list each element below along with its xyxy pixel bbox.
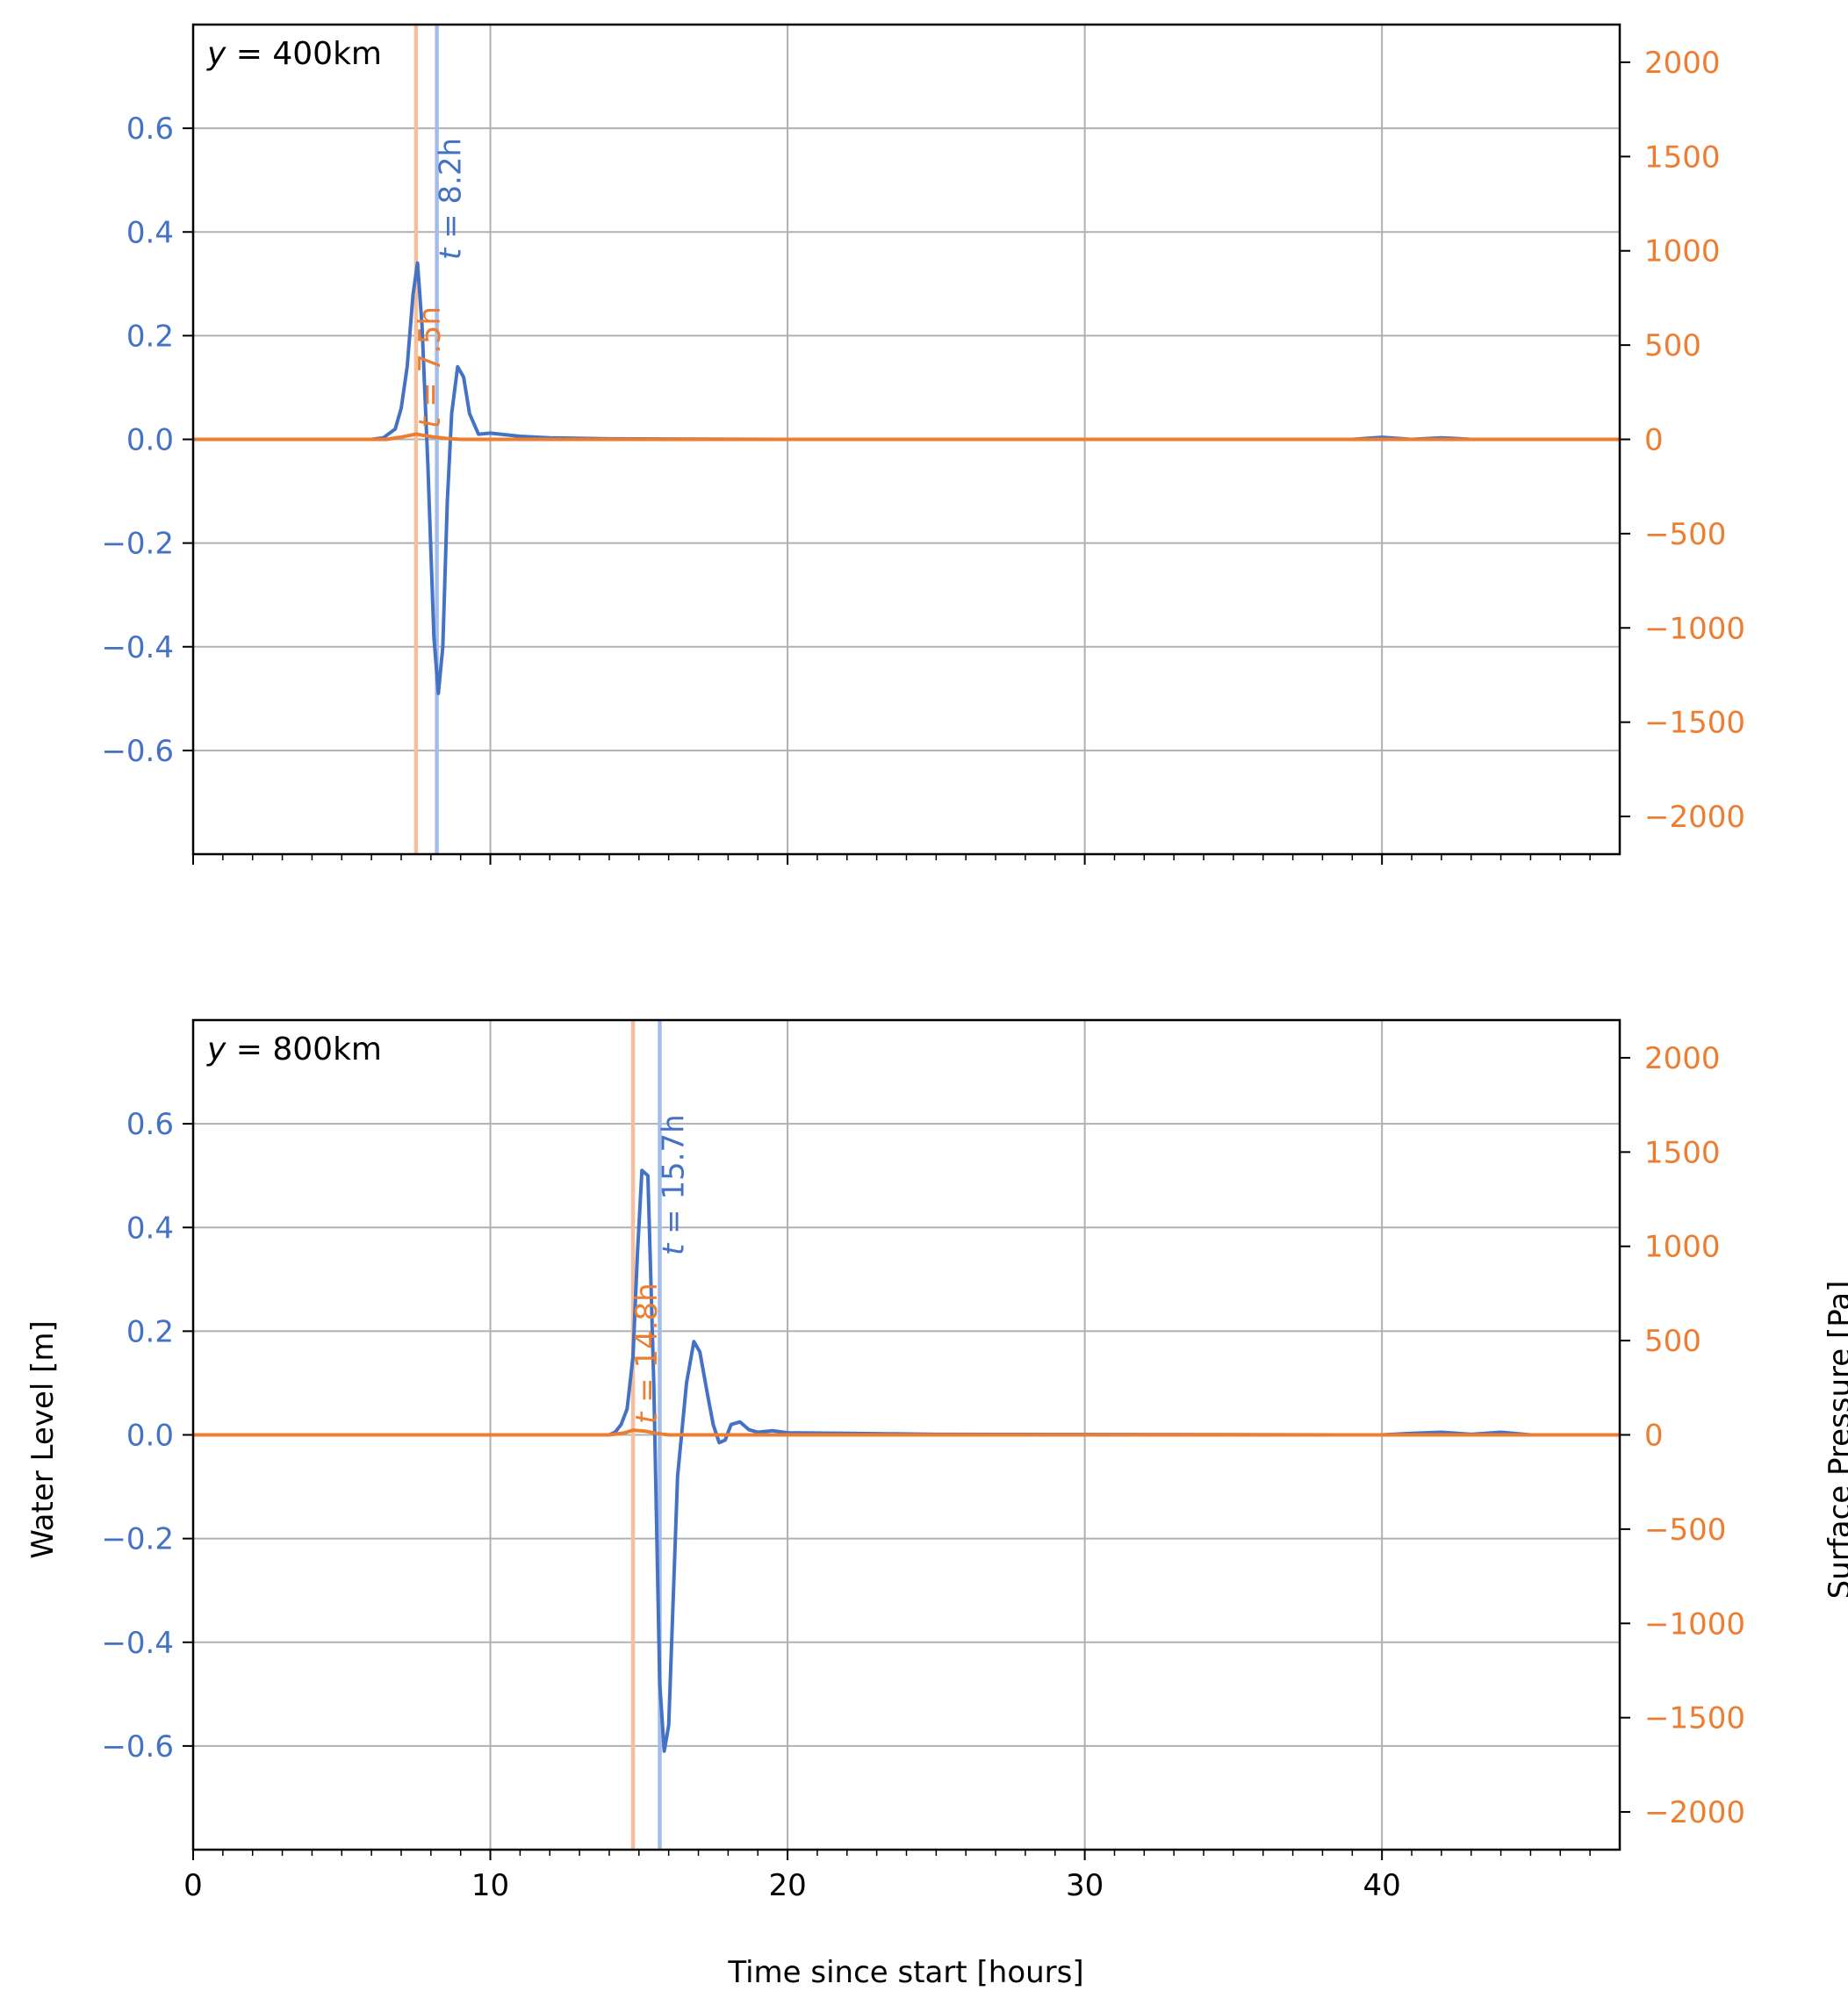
y-left-tick-label: −0.6 <box>101 1729 174 1765</box>
x-tick-label: 20 <box>768 1868 806 1903</box>
y-right-tick-label: 1000 <box>1644 1230 1721 1265</box>
y-right-tick-label: 500 <box>1644 1324 1701 1359</box>
water-vline-label: t = 8.2h <box>434 138 469 260</box>
water-level-line <box>193 1168 1620 1753</box>
x-tick-label: 40 <box>1363 1868 1401 1903</box>
x-tick-label: 0 <box>183 1868 203 1903</box>
y-left-tick-label: 0.0 <box>126 423 174 458</box>
surface-pressure-line <box>193 432 1620 442</box>
water-level-line <box>193 261 1620 695</box>
y-axis-label-right: Surface Pressure [Pa] <box>1823 1281 1848 1599</box>
pressure-vline-label: t = 7.5h <box>413 306 448 428</box>
y-right-tick-label: −2000 <box>1644 1795 1745 1830</box>
pressure-vline-label: t = 14.8h <box>629 1283 665 1424</box>
y-right-tick-label: −500 <box>1644 1513 1726 1548</box>
y-right-tick-label: 0 <box>1644 423 1664 458</box>
y-right-tick-label: −1500 <box>1644 706 1745 741</box>
y-right-tick-label: −2000 <box>1644 800 1745 835</box>
y-right-tick-label: 1500 <box>1644 140 1721 175</box>
y-left-tick-label: 0.6 <box>126 111 174 147</box>
panel-label: y = 400km <box>206 36 382 72</box>
y-left-tick-label: −0.4 <box>101 1626 174 1661</box>
x-tick-label: 10 <box>471 1868 509 1903</box>
y-left-tick-label: −0.2 <box>101 1522 174 1557</box>
y-right-tick-label: 500 <box>1644 328 1701 363</box>
y-left-tick-label: −0.6 <box>101 734 174 769</box>
y-right-tick-label: 1000 <box>1644 234 1721 270</box>
y-left-tick-label: 0.4 <box>126 215 174 250</box>
y-left-tick-label: 0.2 <box>126 1314 174 1349</box>
y-left-tick-label: −0.4 <box>101 630 174 665</box>
x-axis-label: Time since start [hours] <box>727 1955 1083 1990</box>
y-right-tick-label: 1500 <box>1644 1135 1721 1170</box>
panel-label: y = 800km <box>206 1031 382 1067</box>
y-left-tick-label: 0.2 <box>126 319 174 354</box>
y-left-tick-label: 0.6 <box>126 1107 174 1142</box>
y-left-tick-label: 0.0 <box>126 1419 174 1454</box>
surface-pressure-line <box>193 1428 1620 1437</box>
y-axis-label-left: Water Level [m] <box>25 1320 61 1559</box>
y-right-tick-label: −1000 <box>1644 1606 1745 1642</box>
y-right-tick-label: 2000 <box>1644 46 1721 81</box>
panel-bottom: t = 15.7h t = 14.8h 0.6 0.4 0.2 0.0 −0.2 −0.4 −0… <box>101 1018 1745 1903</box>
water-vline-label: t = 15.7h <box>657 1114 692 1255</box>
panel-top: t = 8.2h t = 7.5h 0.6 0.4 0.2 0.0 −0.2 −0.4 −0.6… <box>101 23 1745 865</box>
y-right-tick-label: −500 <box>1644 517 1726 552</box>
x-tick-label: 30 <box>1066 1868 1104 1903</box>
y-right-tick-label: 0 <box>1644 1419 1664 1454</box>
y-right-tick-label: 2000 <box>1644 1041 1721 1076</box>
y-right-tick-label: −1000 <box>1644 611 1745 646</box>
y-left-tick-label: −0.2 <box>101 527 174 562</box>
y-right-tick-label: −1500 <box>1644 1701 1745 1736</box>
y-left-tick-label: 0.4 <box>126 1211 174 1246</box>
